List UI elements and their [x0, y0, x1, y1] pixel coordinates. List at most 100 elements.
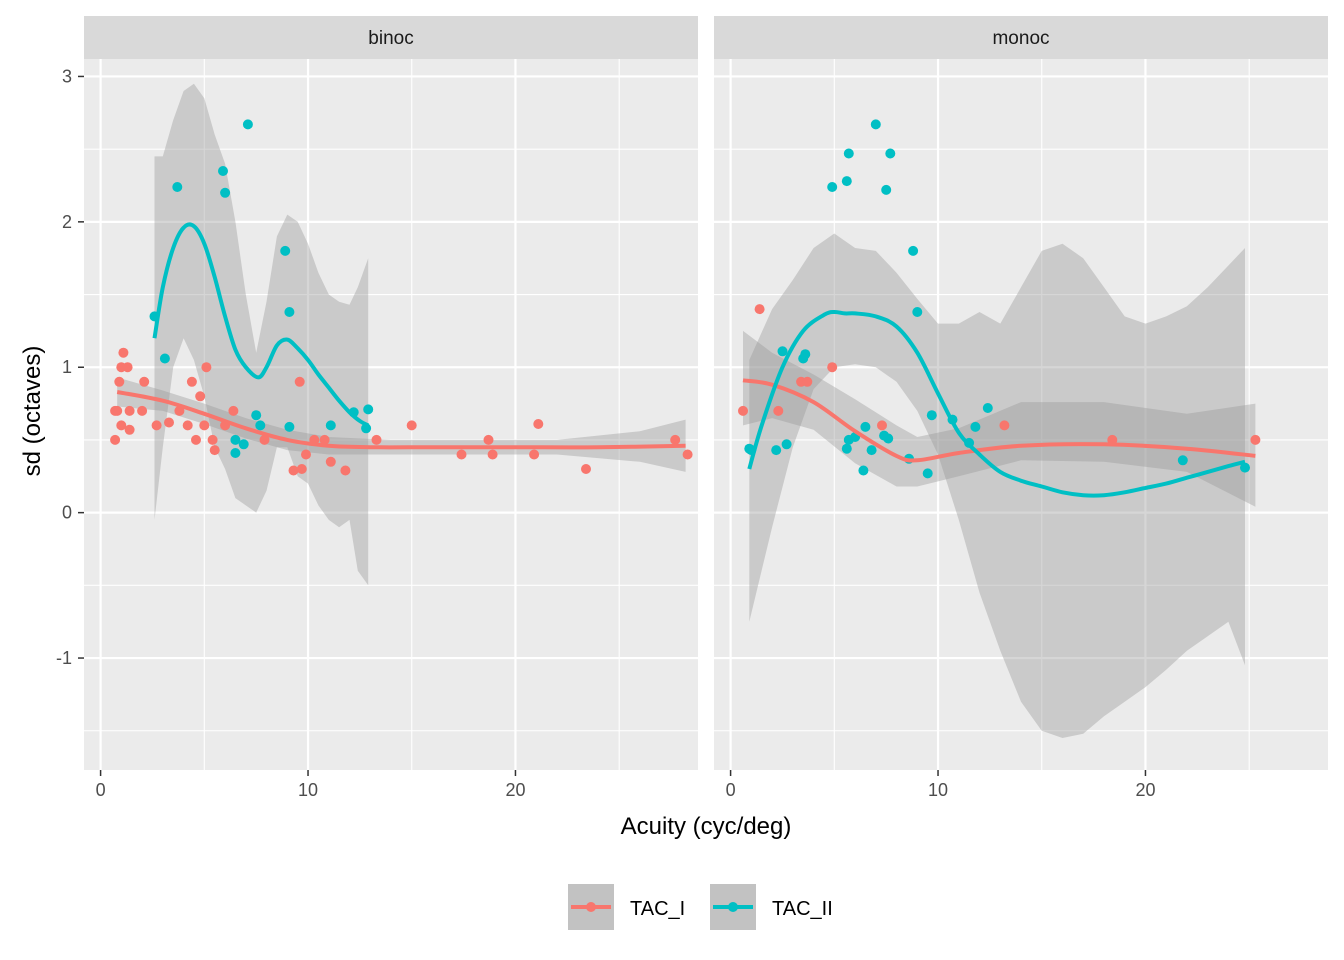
data-point-TAC_I — [151, 420, 162, 431]
data-point-TAC_II — [860, 421, 871, 432]
panel-background — [714, 59, 1328, 770]
data-point-TAC_II — [284, 307, 295, 317]
data-point-TAC_II — [800, 349, 811, 360]
data-point-TAC_I — [877, 420, 887, 431]
data-point-TAC_I — [529, 449, 540, 460]
data-point-TAC_I — [773, 405, 784, 416]
panel-binoc: binoc 0 10 20 — [84, 16, 698, 800]
data-point-TAC_II — [883, 433, 894, 444]
data-point-TAC_I — [139, 376, 150, 387]
data-point-TAC_II — [843, 148, 854, 159]
legend-label-TAC_II: TAC_II — [772, 898, 833, 920]
data-point-TAC_II — [885, 148, 896, 159]
y-tick-label: 0 — [62, 503, 72, 523]
smooth-line-TAC_II — [747, 309, 1246, 498]
x-axis-title: Acuity (cyc/deg) — [621, 813, 792, 840]
data-point-TAC_I — [533, 419, 544, 429]
data-point-TAC_II — [771, 445, 782, 456]
y-tick-label: 2 — [62, 212, 72, 232]
legend-label-TAC_I: TAC_I — [630, 898, 685, 920]
data-point-TAC_II — [912, 307, 923, 317]
data-point-TAC_II — [218, 166, 228, 176]
x-tick-label: 10 — [928, 780, 948, 800]
legend: TAC_I TAC_II — [568, 884, 833, 930]
data-point-TAC_II — [781, 439, 792, 450]
x-tick-label: 0 — [96, 780, 106, 800]
panel-background — [84, 59, 698, 770]
x-tick-label: 20 — [505, 780, 525, 800]
panel-monoc: monoc 0 10 20 — [714, 16, 1328, 800]
data-point-TAC_II — [1240, 462, 1250, 473]
data-point-TAC_I — [124, 405, 135, 416]
data-point-TAC_II — [881, 184, 892, 195]
y-tick-label: 1 — [62, 357, 72, 377]
data-point-TAC_I — [999, 420, 1010, 431]
data-point-TAC_I — [118, 347, 129, 358]
y-axis-title: sd (octaves) — [19, 346, 46, 477]
confidence-band-TAC_II — [154, 83, 369, 586]
data-point-TAC_II — [172, 182, 183, 192]
y-axis: -1 0 1 2 3 — [56, 66, 84, 668]
data-point-TAC_II — [280, 245, 291, 256]
facet-strip — [714, 16, 1328, 59]
data-point-TAC_I — [827, 362, 838, 373]
data-point-TAC_I — [325, 456, 336, 467]
data-point-TAC_II — [230, 434, 241, 445]
chart-panels: binoc 0 10 20 monoc 0 10 20 — [84, 16, 1328, 800]
x-tick-label: 20 — [1135, 780, 1155, 800]
data-point-TAC_II — [230, 448, 241, 458]
legend-key-TAC_I — [568, 884, 614, 930]
data-point-TAC_II — [255, 420, 266, 431]
data-point-TAC_II — [870, 119, 881, 130]
legend-key-point — [586, 902, 596, 912]
data-point-TAC_II — [841, 176, 852, 187]
data-point-TAC_II — [238, 439, 249, 450]
data-point-TAC_I — [228, 405, 239, 416]
data-point-TAC_II — [926, 410, 937, 421]
data-point-TAC_I — [682, 449, 693, 460]
data-point-TAC_II — [284, 421, 295, 432]
data-point-TAC_I — [670, 434, 681, 445]
data-point-TAC_II — [363, 404, 374, 415]
data-point-TAC_II — [970, 421, 981, 432]
data-point-TAC_I — [259, 434, 270, 445]
data-point-TAC_I — [319, 434, 330, 445]
facet-strip — [84, 16, 698, 59]
data-point-TAC_I — [456, 449, 467, 460]
data-point-TAC_II — [858, 465, 869, 476]
data-point-TAC_II — [982, 403, 993, 413]
data-point-TAC_II — [908, 245, 919, 256]
data-point-TAC_I — [371, 434, 382, 445]
y-tick-label: 3 — [62, 66, 72, 86]
legend-key-point — [728, 902, 738, 912]
data-point-TAC_I — [1250, 434, 1261, 445]
y-tick-label: -1 — [56, 648, 72, 668]
facet-strip-label: monoc — [992, 28, 1049, 49]
data-point-TAC_I — [124, 424, 135, 435]
data-point-TAC_II — [220, 187, 231, 198]
data-point-TAC_I — [581, 464, 591, 474]
data-point-TAC_I — [802, 376, 813, 387]
data-point-TAC_I — [186, 376, 197, 387]
data-point-TAC_II — [242, 119, 253, 130]
data-point-TAC_I — [122, 362, 133, 373]
data-point-TAC_I — [191, 434, 201, 445]
data-point-TAC_I — [182, 420, 193, 431]
data-point-TAC_I — [209, 445, 220, 456]
data-point-TAC_I — [201, 362, 212, 373]
data-point-TAC_I — [164, 417, 174, 428]
data-point-TAC_II — [841, 443, 852, 454]
data-point-TAC_II — [866, 445, 877, 456]
x-tick-label: 0 — [726, 780, 736, 800]
data-point-TAC_I — [195, 391, 206, 402]
data-point-TAC_I — [296, 464, 307, 474]
data-point-TAC_I — [487, 449, 498, 460]
data-point-TAC_I — [288, 465, 299, 476]
data-point-TAC_II — [361, 423, 372, 434]
smooth-line-TAC_I — [742, 378, 1256, 463]
data-point-TAC_I — [1107, 434, 1118, 445]
data-point-TAC_I — [483, 434, 494, 445]
x-tick-label: 10 — [298, 780, 318, 800]
data-point-TAC_I — [174, 405, 185, 416]
data-point-TAC_I — [340, 465, 351, 476]
